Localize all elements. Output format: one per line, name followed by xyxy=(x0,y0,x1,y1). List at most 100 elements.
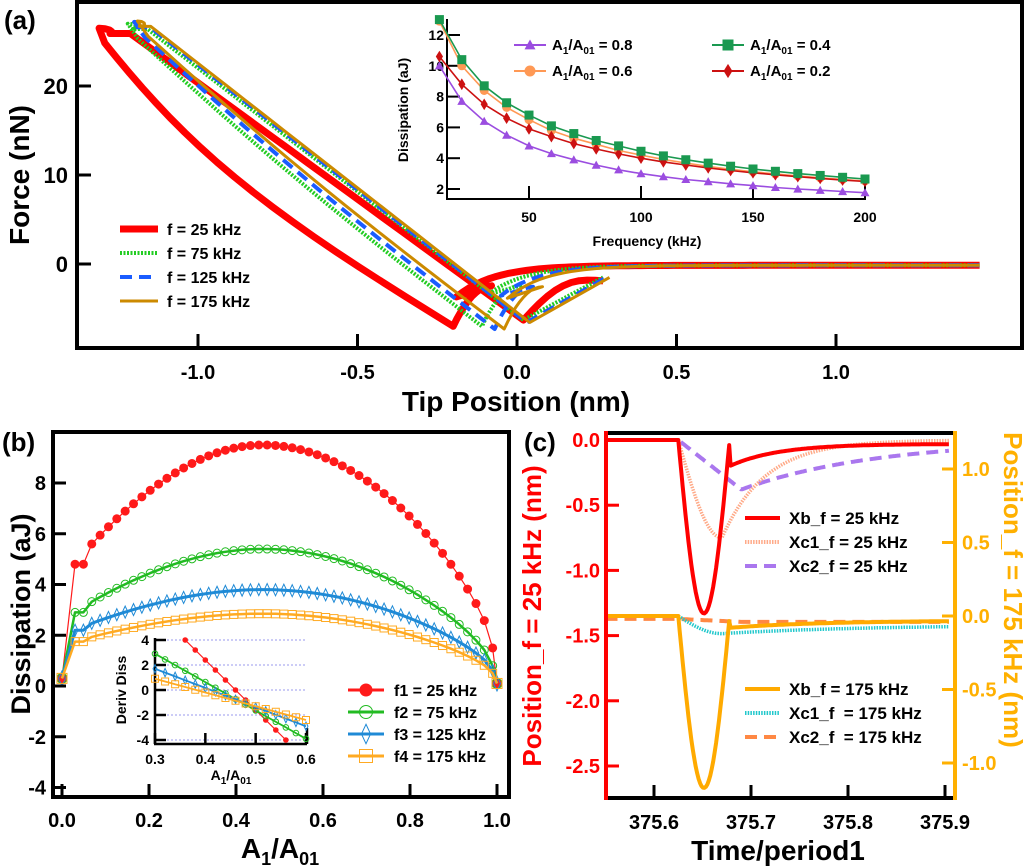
inset-legend-label: A1/A01 = 0.4 xyxy=(750,37,831,57)
label-part: 1 xyxy=(221,776,227,787)
open-diamond-marker xyxy=(288,583,296,598)
circle-marker xyxy=(103,522,113,532)
diamond-marker xyxy=(723,63,733,79)
circle-marker xyxy=(254,440,264,450)
open-square-marker xyxy=(251,702,260,711)
open-diamond-marker xyxy=(113,607,121,622)
inset-y-tick-label: -4 xyxy=(137,732,150,748)
circle-marker xyxy=(329,457,339,467)
open-square-marker xyxy=(191,685,200,694)
legend-label: Xc2_f = 175 kHz xyxy=(789,728,922,747)
diamond-marker xyxy=(547,130,555,143)
open-diamond-marker xyxy=(305,585,313,600)
triangle-marker xyxy=(838,186,848,196)
circle-marker xyxy=(187,458,197,468)
circle-marker xyxy=(245,441,255,451)
circle-marker xyxy=(137,492,147,502)
open-diamond-marker xyxy=(247,582,254,597)
open-square-marker xyxy=(479,660,489,670)
inset-x-tick-label: 0.6 xyxy=(296,751,316,767)
circle-marker xyxy=(129,499,139,509)
square-marker xyxy=(793,169,803,179)
circle-marker xyxy=(270,440,280,450)
open-diamond-marker xyxy=(255,582,263,597)
open-diamond-marker xyxy=(205,586,213,601)
open-circle-marker xyxy=(204,550,214,560)
inset-legend-label: A1/A01 = 0.6 xyxy=(552,63,632,83)
circle-marker xyxy=(202,657,209,663)
label-part: /A xyxy=(226,767,240,783)
position-curve-0 xyxy=(605,438,950,616)
open-diamond-marker xyxy=(263,582,271,597)
square-marker xyxy=(815,170,825,180)
square-marker xyxy=(726,161,736,171)
square-marker xyxy=(546,121,556,131)
open-circle-marker xyxy=(438,606,448,616)
open-diamond-marker xyxy=(280,582,288,598)
inset-x-tick-label: 50 xyxy=(521,209,537,225)
circle-marker xyxy=(212,667,219,673)
legend-label: Xc1_f = 25 kHz xyxy=(789,533,908,552)
open-square-marker xyxy=(161,677,170,686)
open-circle-marker xyxy=(112,583,122,593)
inset-y-tick-label: 2 xyxy=(141,657,149,673)
open-circle-marker xyxy=(379,572,389,582)
open-circle-marker xyxy=(396,580,406,590)
legend-label: f1 = 25 kHz xyxy=(394,683,477,700)
inset-x-tick-label: 200 xyxy=(853,209,877,225)
open-circle-marker xyxy=(262,712,270,720)
inset-y-tick-label: -2 xyxy=(137,707,150,723)
legend-label: Xb_f = 175 kHz xyxy=(789,680,909,699)
inset-x-tick-label: 0.3 xyxy=(145,751,165,767)
open-diamond-marker xyxy=(380,601,388,617)
inset-ylabel: Deriv Diss xyxy=(113,656,129,725)
open-circle-marker xyxy=(78,607,88,617)
circle-marker xyxy=(162,473,172,483)
legend-text-part: A xyxy=(552,37,563,54)
open-circle-marker xyxy=(162,562,172,572)
x-tick-label: 375.6 xyxy=(629,812,679,834)
open-square-marker xyxy=(56,672,68,684)
diamond-marker xyxy=(592,143,600,155)
inset-x-tick-label: 150 xyxy=(741,209,765,225)
square-marker xyxy=(591,135,601,145)
y-left-tick-label: -2.0 xyxy=(566,691,600,713)
open-diamond-marker xyxy=(171,591,179,607)
open-diamond-marker xyxy=(303,720,309,732)
open-diamond-marker xyxy=(152,663,158,675)
inset-deriv-line xyxy=(154,653,307,740)
x-tick-label: 375.7 xyxy=(726,812,776,834)
open-diamond-marker xyxy=(105,610,112,625)
open-diamond-marker xyxy=(273,709,279,721)
circle-marker xyxy=(354,471,364,481)
circle-marker xyxy=(471,599,481,609)
square-marker xyxy=(658,151,668,161)
open-diamond-marker xyxy=(360,723,372,745)
inset-y-tick-label: 8 xyxy=(436,89,444,105)
open-diamond-marker xyxy=(489,663,497,678)
open-circle-marker xyxy=(304,548,314,558)
circle-marker xyxy=(283,737,289,743)
y-right-tick-label: 0.5 xyxy=(962,533,990,555)
circle-marker xyxy=(396,503,406,513)
open-diamond-marker xyxy=(397,607,405,622)
diamond-marker xyxy=(525,123,533,135)
x-tick-label: 375.8 xyxy=(823,812,873,834)
circle-marker xyxy=(87,539,97,549)
panel-a-xlabel: Tip Position (nm) xyxy=(402,386,630,417)
open-circle-marker xyxy=(454,619,464,629)
legend-text-part: = 0.8 xyxy=(595,37,633,54)
triangle-marker xyxy=(479,116,489,125)
circle-marker xyxy=(379,489,389,499)
x-tick-label: -0.5 xyxy=(340,362,374,384)
square-marker xyxy=(434,15,444,25)
open-circle-marker xyxy=(421,595,431,605)
panel-a-ylabel: Force (nN) xyxy=(4,105,35,245)
label-part: 01 xyxy=(240,776,252,787)
legend-text-part: /A xyxy=(766,63,781,80)
inset-ylabel: Dissipation (aJ) xyxy=(395,58,411,162)
y-left-tick-label: -2.5 xyxy=(566,756,600,778)
legend-text-part: /A xyxy=(568,63,583,80)
y-tick-label: 0 xyxy=(56,252,68,277)
open-diamond-marker xyxy=(439,625,446,641)
